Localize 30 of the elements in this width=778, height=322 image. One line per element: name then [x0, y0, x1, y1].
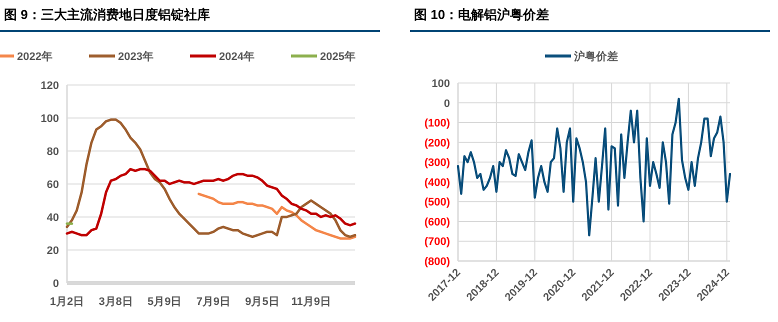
y-tick-label: 0 — [52, 278, 59, 290]
y-tick-label: 120 — [40, 80, 59, 92]
y-tick-label: (300) — [424, 157, 450, 170]
legend-label: 沪粤价差 — [573, 50, 618, 63]
y-tick-label: (600) — [424, 216, 450, 228]
chart-title: 图 10：电解铝沪粤价差 — [414, 7, 550, 22]
y-tick-label: (500) — [424, 196, 450, 209]
y-tick-label: 40 — [46, 212, 59, 224]
x-tick-label: 9月5日 — [245, 296, 280, 308]
y-tick-label: (800) — [424, 256, 450, 268]
y-tick-label: 20 — [46, 245, 59, 257]
y-tick-label: (400) — [424, 176, 450, 189]
chart-title: 图 9：三大主流消费地日度铝锭社库 — [4, 7, 210, 22]
x-tick-label: 11月9日 — [291, 296, 331, 308]
x-tick-label: 3月8日 — [98, 296, 133, 308]
y-tick-label: 100 — [432, 78, 450, 90]
legend-label: 2023年 — [118, 50, 154, 63]
legend-label: 2024年 — [219, 50, 254, 63]
y-tick-label: (200) — [424, 137, 450, 150]
x-tick-label: 7月9日 — [196, 296, 231, 308]
x-tick-label: 1月2日 — [50, 296, 84, 308]
legend-label: 2025年 — [320, 50, 356, 63]
legend-label: 2022年 — [17, 50, 52, 63]
x-tick-label: 5月9日 — [148, 296, 182, 308]
y-tick-label: 80 — [46, 146, 59, 158]
y-tick-label: 60 — [46, 179, 59, 191]
y-tick-label: (100) — [424, 118, 450, 130]
y-tick-label: 0 — [444, 98, 450, 110]
y-tick-label: (700) — [424, 236, 450, 248]
y-tick-label: 100 — [40, 113, 59, 125]
